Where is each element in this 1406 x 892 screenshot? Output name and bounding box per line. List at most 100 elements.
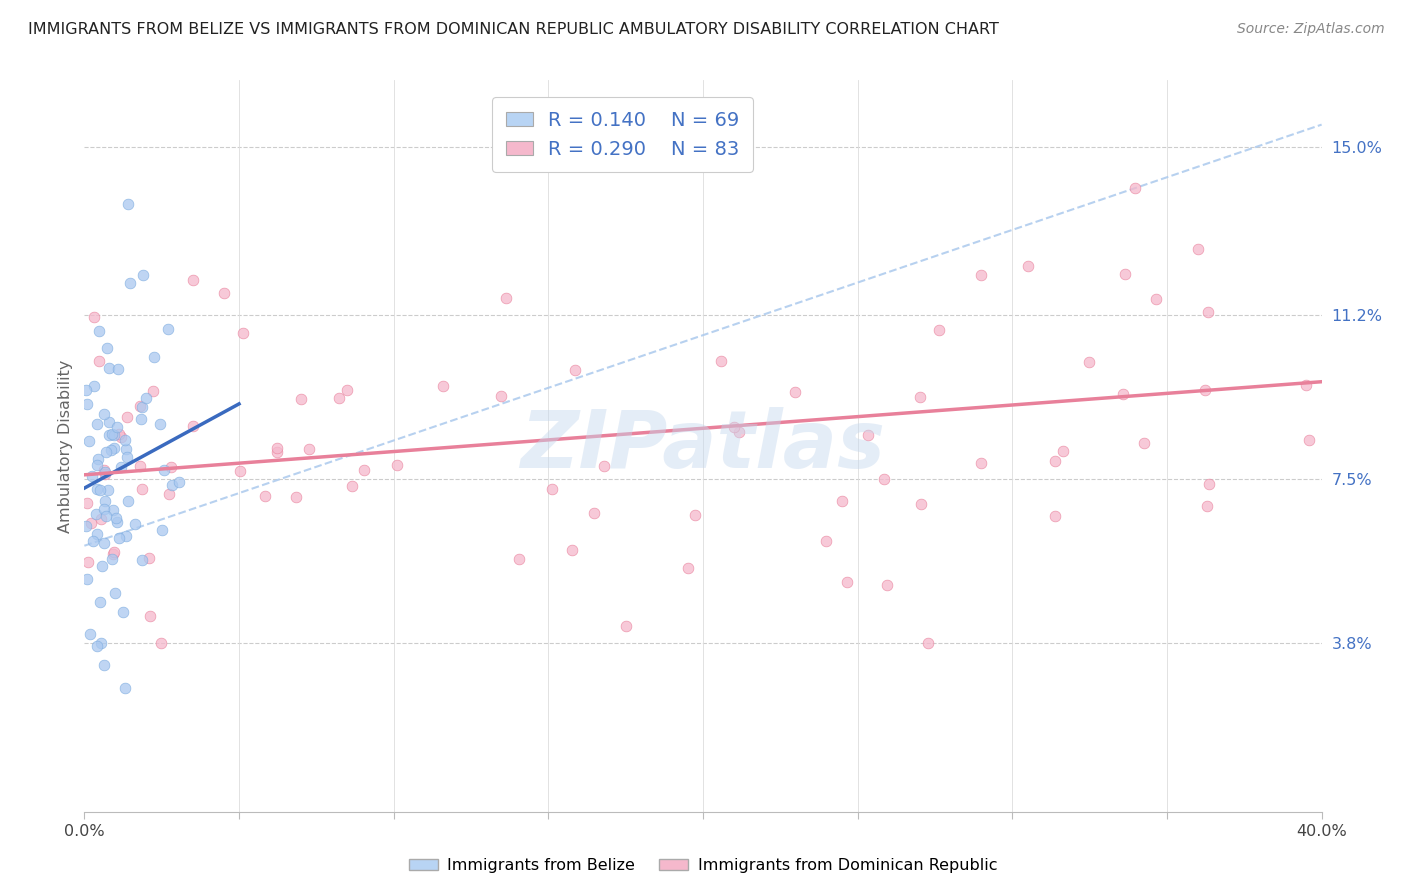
Point xyxy=(76,496,98,510)
Point xyxy=(77,434,100,448)
Point xyxy=(76,397,98,411)
Point xyxy=(856,427,879,442)
Point xyxy=(100,443,122,458)
Point xyxy=(1017,260,1039,274)
Point xyxy=(582,506,605,520)
Point xyxy=(89,483,111,498)
Point xyxy=(149,417,172,432)
Point xyxy=(98,428,121,442)
Point xyxy=(83,310,105,324)
Point xyxy=(80,516,103,530)
Point xyxy=(75,518,97,533)
Point xyxy=(1045,454,1067,468)
Point xyxy=(138,550,160,565)
Point xyxy=(285,490,308,504)
Point xyxy=(76,572,98,586)
Point xyxy=(1132,435,1154,450)
Point xyxy=(676,561,699,575)
Point xyxy=(150,636,173,650)
Point xyxy=(157,322,180,336)
Point xyxy=(101,503,124,517)
Point xyxy=(1043,508,1066,523)
Point xyxy=(131,553,153,567)
Point xyxy=(614,618,637,632)
Point xyxy=(103,428,125,442)
Point xyxy=(93,408,115,422)
Point xyxy=(908,390,931,404)
Text: ZIPatlas: ZIPatlas xyxy=(520,407,886,485)
Point xyxy=(129,399,152,413)
Point xyxy=(342,479,364,493)
Point xyxy=(683,508,706,523)
Point xyxy=(86,417,108,431)
Point xyxy=(917,636,939,650)
Point xyxy=(143,350,166,364)
Point xyxy=(93,502,115,516)
Point xyxy=(928,323,950,337)
Point xyxy=(970,268,993,283)
Point xyxy=(385,458,408,472)
Point xyxy=(93,494,115,508)
Point xyxy=(96,341,118,355)
Point xyxy=(114,681,136,695)
Point xyxy=(1112,387,1135,401)
Point xyxy=(97,483,120,498)
Point xyxy=(232,326,254,340)
Point xyxy=(87,325,110,339)
Point xyxy=(96,444,118,458)
Point xyxy=(873,472,896,486)
Point xyxy=(564,363,586,377)
Point xyxy=(103,545,125,559)
Point xyxy=(290,392,312,406)
Point xyxy=(157,487,180,501)
Point xyxy=(353,463,375,477)
Point xyxy=(93,658,115,673)
Point xyxy=(135,391,157,405)
Point xyxy=(98,415,121,429)
Point xyxy=(815,534,838,549)
Point xyxy=(89,595,111,609)
Point xyxy=(1198,477,1220,491)
Point xyxy=(93,536,115,550)
Point xyxy=(83,379,105,393)
Point xyxy=(117,410,139,425)
Point xyxy=(1295,377,1317,392)
Point xyxy=(82,534,104,549)
Point xyxy=(150,523,173,537)
Point xyxy=(328,391,350,405)
Point xyxy=(228,465,250,479)
Point xyxy=(86,458,108,472)
Point xyxy=(101,551,124,566)
Point xyxy=(87,354,110,368)
Point xyxy=(90,558,112,573)
Point xyxy=(1078,355,1101,369)
Point xyxy=(101,426,124,441)
Point xyxy=(1187,242,1209,256)
Point xyxy=(254,489,277,503)
Text: Source: ZipAtlas.com: Source: ZipAtlas.com xyxy=(1237,22,1385,37)
Point xyxy=(298,442,321,456)
Point xyxy=(114,442,136,456)
Point xyxy=(593,458,616,473)
Point xyxy=(131,400,153,414)
Point xyxy=(93,463,115,477)
Point xyxy=(94,508,117,523)
Point xyxy=(110,460,132,475)
Point xyxy=(1114,267,1136,281)
Point xyxy=(783,384,806,399)
Point xyxy=(105,420,128,434)
Point xyxy=(266,445,288,459)
Point xyxy=(541,482,564,496)
Point xyxy=(1144,293,1167,307)
Point xyxy=(110,430,132,444)
Point xyxy=(132,268,155,283)
Point xyxy=(142,384,165,399)
Point xyxy=(75,383,97,397)
Point xyxy=(489,389,512,403)
Point xyxy=(117,493,139,508)
Point xyxy=(117,197,139,211)
Point xyxy=(77,555,100,569)
Point xyxy=(107,361,129,376)
Point xyxy=(103,441,125,455)
Point xyxy=(94,467,117,482)
